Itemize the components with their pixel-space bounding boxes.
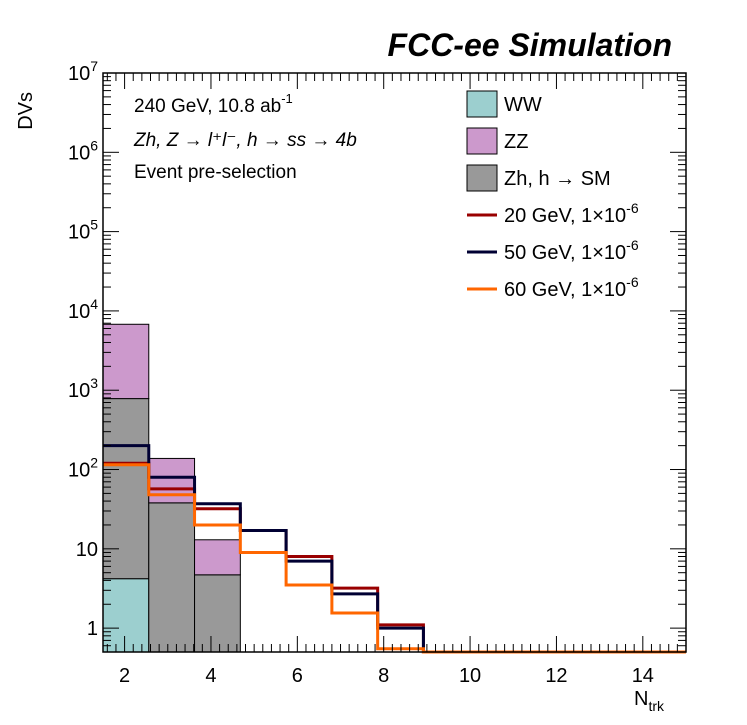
- legend-label: 60 GeV, 1×10-6: [504, 274, 639, 301]
- x-axis-label: Ntrk: [634, 688, 665, 714]
- legend-swatch: [466, 127, 498, 155]
- y-tick-label: 102: [68, 455, 98, 482]
- x-tick-label: 14: [632, 665, 654, 687]
- legend-label: 20 GeV, 1×10-6: [504, 200, 639, 227]
- x-tick-label: 10: [459, 665, 481, 687]
- bar-zz-bin-0: [102, 323, 150, 400]
- legend-swatch: [466, 90, 498, 118]
- bar-zh-h-sm-bin-1: [148, 502, 196, 653]
- energy-lumi-label: 240 GeV, 10.8 ab-1: [134, 91, 293, 117]
- legend-label: 50 GeV, 1×10-6: [504, 237, 639, 264]
- selection-label: Event pre-selection: [134, 162, 297, 183]
- legend-label: Zh, h → SM: [504, 168, 611, 190]
- chart-title: FCC-ee Simulation: [388, 27, 672, 63]
- y-tick-label: 103: [68, 375, 98, 402]
- process-label: Zh, Z → l⁺l⁻, h → ss → 4b: [133, 130, 357, 151]
- legend: WW ZZ Zh, h → SM 20 GeV, 1×10-6 50 GeV, 1×10…: [466, 90, 639, 301]
- x-tick-label: 8: [378, 665, 389, 687]
- y-tick-label: 10: [76, 539, 98, 561]
- bar-ww-bin-0: [102, 578, 150, 653]
- bar-zh-h-sm-bin-0: [102, 398, 150, 580]
- tick-labels: 2 4 6 8 10 12 14 1 10 102 103 104 105 106 107: [68, 58, 654, 687]
- y-tick-label: 105: [68, 217, 98, 244]
- x-tick-label: 6: [292, 665, 303, 687]
- legend-label: WW: [504, 94, 542, 116]
- y-tick-label: 104: [68, 296, 98, 323]
- y-tick-label: 1: [87, 618, 98, 640]
- y-tick-label: 107: [68, 58, 98, 85]
- plot-frame: [102, 72, 687, 653]
- x-tick-label: 12: [545, 665, 567, 687]
- legend-label: ZZ: [504, 131, 528, 153]
- bar-zz-bin-2: [194, 539, 241, 576]
- y-axis-label: DVs: [15, 92, 37, 130]
- x-tick-label: 4: [205, 665, 216, 687]
- x-tick-label: 2: [119, 665, 130, 687]
- y-tick-label: 106: [68, 137, 98, 164]
- axis-ticks: [103, 72, 687, 653]
- bar-zh-h-sm-bin-2: [194, 574, 241, 653]
- annotation-block: 240 GeV, 10.8 ab-1 Zh, Z → l⁺l⁻, h → ss …: [133, 91, 357, 183]
- legend-swatch: [466, 164, 498, 192]
